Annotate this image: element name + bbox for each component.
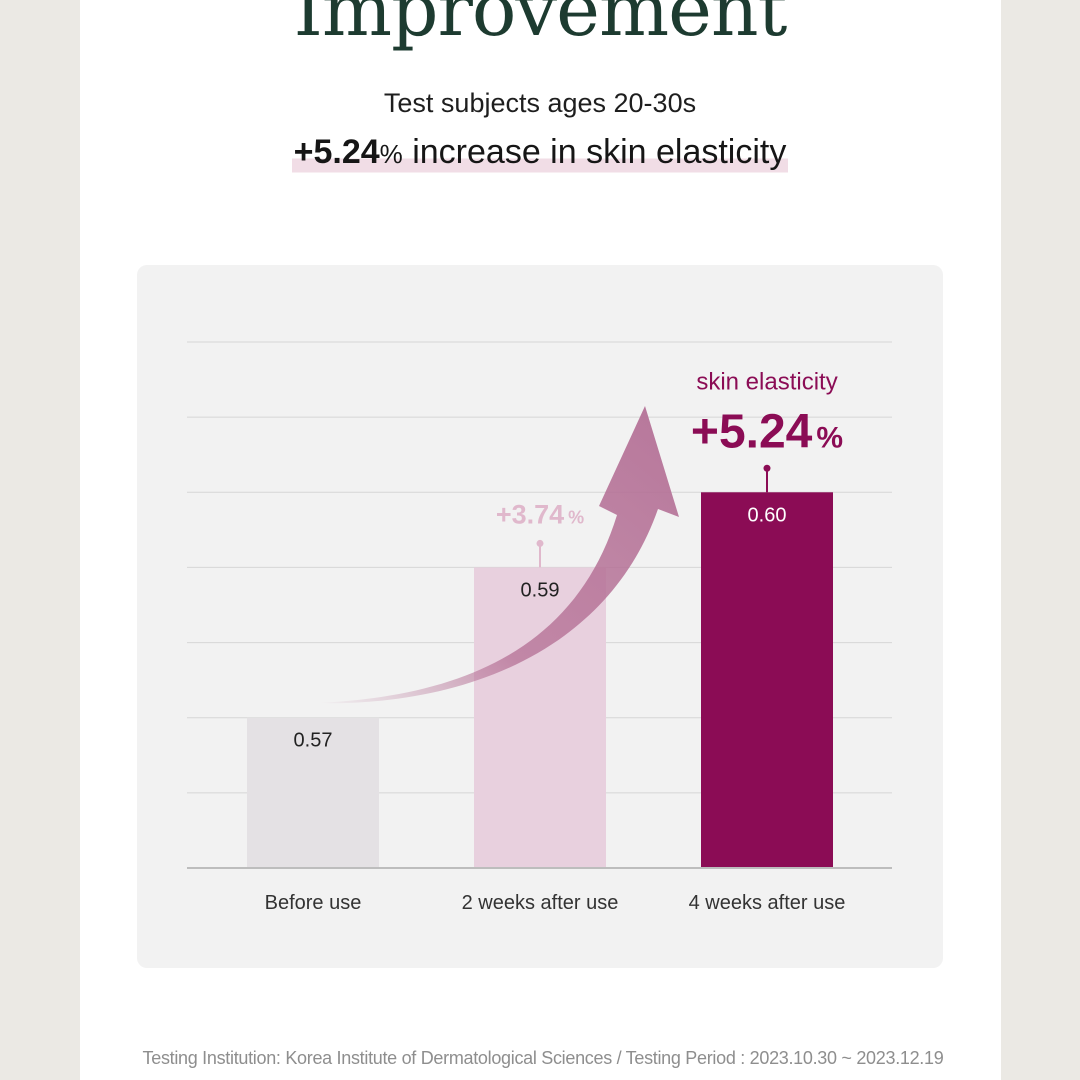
annotation-value: +3.74% [496, 499, 584, 529]
subtitle: Test subjects ages 20-30s [383, 88, 697, 118]
bar-value-label: 0.57 [294, 730, 333, 752]
annotation-label: skin elasticity [696, 368, 837, 395]
category-label: 4 weeks after use [689, 892, 846, 914]
highlight-value: +5.24 [293, 133, 380, 171]
highlight-text: +5.24% increase in skin elasticity [291, 130, 789, 176]
chart-card: 0.57 Before use 0.59 2 weeks after use 0.60 4… [137, 265, 943, 968]
bar-value-label: 0.60 [748, 504, 787, 526]
headline: Improvement [293, 0, 788, 53]
footnote: Testing Institution: Korea Institute of … [142, 1048, 944, 1068]
bar-chart: 0.57 Before use 0.59 2 weeks after use 0.60 4… [187, 341, 892, 914]
rising-arrow [315, 406, 679, 704]
bar [247, 717, 379, 868]
bar [701, 492, 833, 868]
annotation-value: +5.24% [691, 405, 843, 458]
highlight-unit: % [379, 139, 403, 169]
highlight-line: +5.24% increase in skin elasticity [0, 130, 1080, 176]
annotation-dot [536, 539, 544, 547]
annotation-dot [763, 464, 771, 472]
highlight-caption: increase in skin elasticity [402, 133, 787, 171]
bar-value-label: 0.59 [521, 579, 560, 601]
category-label: Before use [265, 892, 362, 914]
category-label: 2 weeks after use [462, 892, 619, 914]
